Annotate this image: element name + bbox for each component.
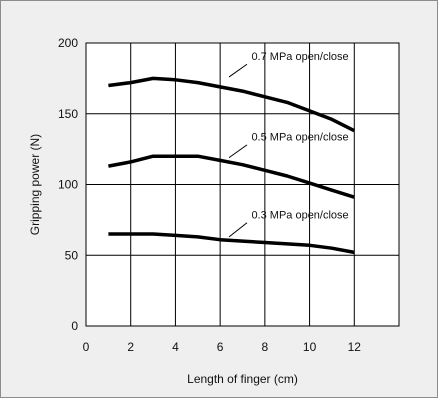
series-label-leader xyxy=(228,144,248,159)
series-label: 0.5 MPa open/close xyxy=(251,132,348,144)
x-tick-label: 12 xyxy=(348,340,362,354)
series-label-leader xyxy=(228,63,248,78)
series-label: 0.7 MPa open/close xyxy=(251,51,348,63)
series-label: 0.3 MPa open/close xyxy=(251,209,348,221)
series-line-3 xyxy=(108,232,355,255)
y-tick-label: 200 xyxy=(58,36,78,50)
series-lines xyxy=(108,76,356,255)
x-axis-title: Length of finger (cm) xyxy=(187,372,298,386)
plot-border xyxy=(85,42,400,327)
series-label-leader xyxy=(228,222,248,238)
y-tick-label: 150 xyxy=(58,107,78,121)
y-tick-label: 50 xyxy=(65,248,79,262)
series-line-2 xyxy=(108,154,355,199)
y-tick-label: 100 xyxy=(58,178,78,192)
series-line-1 xyxy=(108,76,356,133)
x-tick-label: 0 xyxy=(83,340,90,354)
x-tick-label: 8 xyxy=(262,340,269,354)
x-tick-label: 10 xyxy=(303,340,317,354)
x-tick-label: 4 xyxy=(172,340,179,354)
x-tick-label: 2 xyxy=(127,340,134,354)
tick-labels: 0 2 4 6 8 10 12 0 50 100 150 200 xyxy=(58,36,361,354)
y-axis-title: Gripping power (N) xyxy=(28,134,42,235)
y-tick-label: 0 xyxy=(71,319,78,333)
x-tick-label: 6 xyxy=(217,340,224,354)
series-labels: 0.7 MPa open/close 0.5 MPa open/close 0.3 … xyxy=(228,51,349,238)
